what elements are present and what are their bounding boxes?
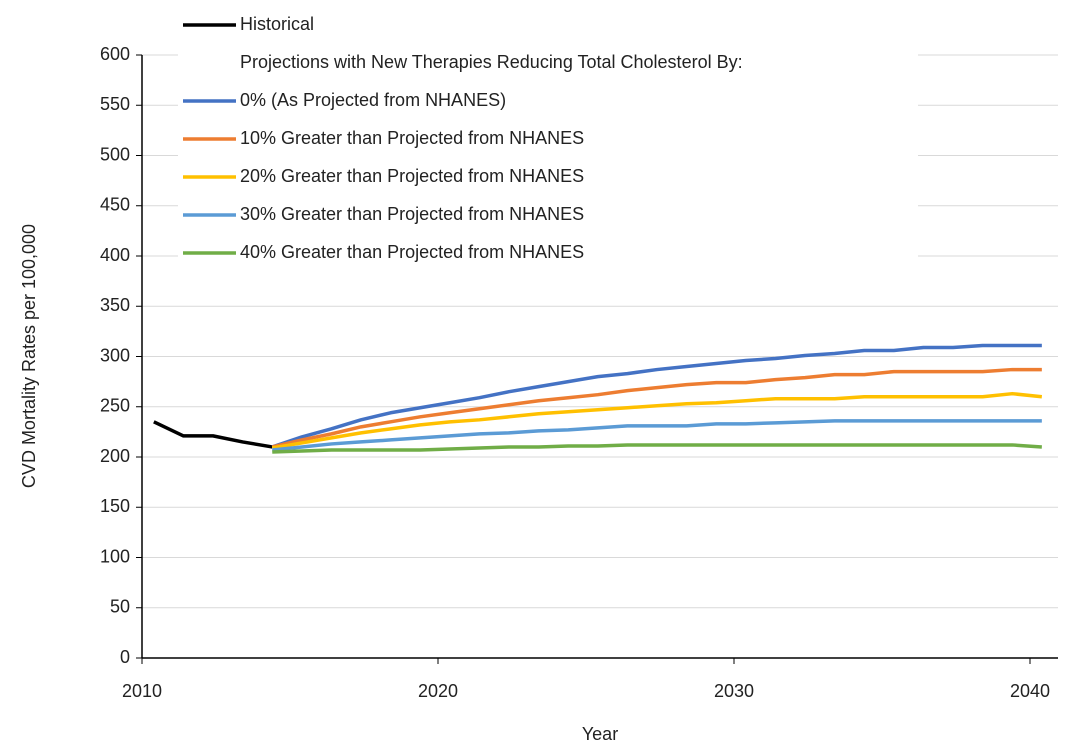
y-tick-label: 600 — [100, 44, 130, 64]
y-tick-label: 150 — [100, 496, 130, 516]
y-tick-label: 500 — [100, 144, 130, 164]
y-tick-label: 200 — [100, 446, 130, 466]
x-tick-label: 2030 — [714, 681, 754, 701]
y-tick-label: 550 — [100, 94, 130, 114]
y-tick-label: 250 — [100, 396, 130, 416]
series-line — [153, 420, 273, 449]
legend-label: 10% Greater than Projected from NHANES — [240, 128, 584, 148]
legend-title: Projections with New Therapies Reducing … — [240, 52, 743, 72]
y-tick-label: 300 — [100, 345, 130, 365]
y-tick-label: 450 — [100, 195, 130, 215]
y-axis-title: CVD Mortality Rates per 100,000 — [19, 224, 39, 488]
x-tick-label: 2010 — [122, 681, 162, 701]
legend-label: 30% Greater than Projected from NHANES — [240, 204, 584, 224]
series-line — [271, 391, 1043, 450]
y-tick-label: 50 — [110, 597, 130, 617]
x-tick-label: 2040 — [1010, 681, 1050, 701]
legend-background — [178, 8, 918, 270]
x-tick-label: 2020 — [418, 681, 458, 701]
legend-label: 40% Greater than Projected from NHANES — [240, 242, 584, 262]
series-line — [271, 367, 1042, 449]
legend-label: Historical — [240, 14, 314, 34]
legend-label: 20% Greater than Projected from NHANES — [240, 166, 584, 186]
y-tick-label: 100 — [100, 546, 130, 566]
y-tick-label: 0 — [120, 647, 130, 667]
series-line — [272, 443, 1042, 454]
series-line — [271, 343, 1042, 449]
series-line — [272, 419, 1042, 452]
y-tick-label: 350 — [100, 295, 130, 315]
legend-label: 0% (As Projected from NHANES) — [240, 90, 506, 110]
x-axis-title: Year — [582, 724, 618, 744]
y-tick-label: 400 — [100, 245, 130, 265]
